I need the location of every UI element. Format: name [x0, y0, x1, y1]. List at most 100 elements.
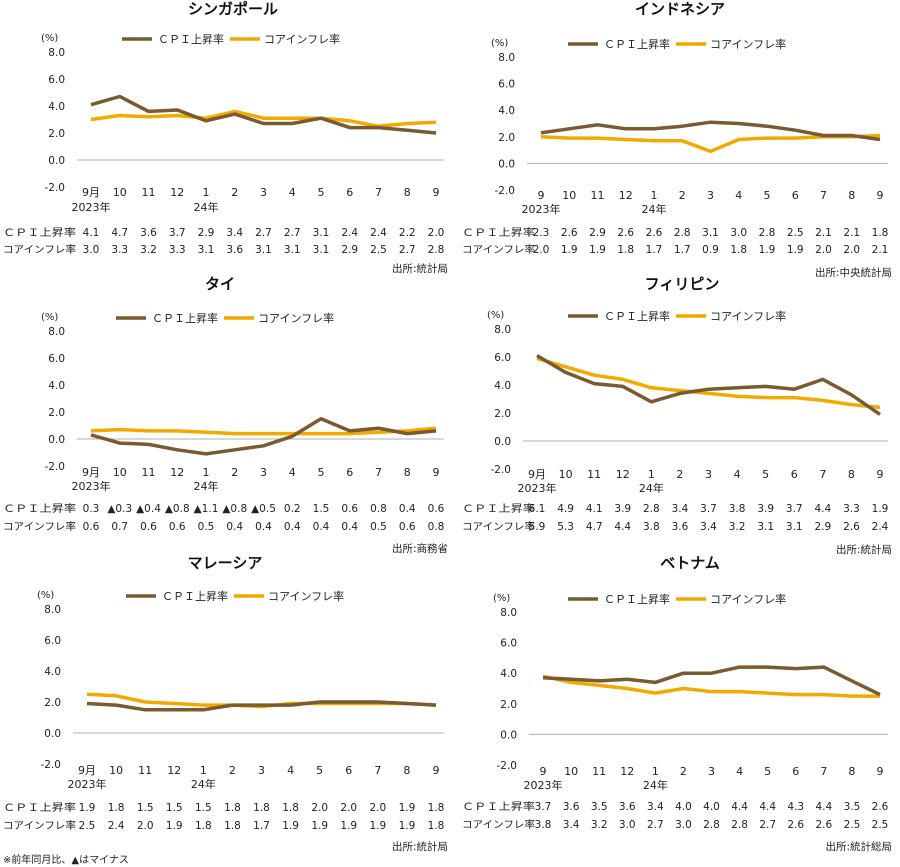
footnote: ※前年同月比、▲はマイナス: [3, 855, 129, 866]
x-tick-label: 3: [705, 468, 712, 481]
chart-title: フィリピン: [645, 275, 720, 293]
x-tick-label: 7: [374, 764, 381, 777]
data-label: 4.7: [586, 521, 603, 533]
data-label: 3.8: [643, 521, 660, 533]
data-label: 2.6: [617, 227, 634, 239]
data-label: ▲0.8: [222, 503, 247, 515]
data-label: 1.9: [340, 820, 357, 832]
x-tick-label: 2: [676, 468, 683, 481]
x-tick-label: 9: [877, 468, 884, 481]
x-tick-label: 7: [819, 468, 826, 481]
data-label: 1.9: [282, 820, 299, 832]
y-tick-label: -2.0: [495, 185, 516, 197]
data-label: 3.9: [757, 503, 774, 515]
y-tick-label: 4.0: [494, 380, 511, 392]
x-tick-label: 6: [791, 468, 798, 481]
x-tick-label: 7: [375, 466, 382, 479]
y-tick-label: 2.0: [48, 128, 65, 140]
data-label: 1.8: [872, 227, 889, 239]
data-label: ▲1.1: [194, 503, 219, 515]
data-label: 3.4: [563, 819, 580, 831]
data-label: 3.2: [591, 819, 608, 831]
data-label: 3.1: [786, 521, 803, 533]
y-tick-label: 2.0: [494, 408, 511, 420]
x-tick-label: 4: [289, 186, 296, 199]
x-tick-label: 9: [538, 189, 545, 202]
x-year-label: 2023年: [518, 481, 557, 495]
data-label: 3.1: [757, 521, 774, 533]
data-label: 3.0: [730, 227, 747, 239]
data-label: 0.6: [140, 521, 157, 533]
source-note: 出所:統計局: [392, 262, 448, 275]
data-label: 4.4: [815, 801, 832, 813]
data-label: 0.9: [702, 244, 719, 256]
x-tick-label: 2: [679, 189, 686, 202]
x-year-label: 24年: [643, 778, 668, 792]
data-label: 0.6: [83, 521, 100, 533]
x-tick-label: 3: [707, 189, 714, 202]
legend-label-core: コアインフレ率: [710, 309, 786, 323]
data-label: 3.3: [111, 244, 128, 256]
data-label: 1.8: [428, 820, 445, 832]
data-label: 0.4: [313, 521, 330, 533]
data-row-label-cpi: ＣＰＩ上昇率: [3, 502, 76, 515]
data-label: 0.6: [341, 503, 358, 515]
data-label: 3.5: [591, 801, 608, 813]
data-label: 2.8: [674, 227, 691, 239]
chart-title: インドネシア: [635, 0, 725, 18]
data-label: 2.1: [815, 227, 832, 239]
x-tick-label: 3: [260, 186, 267, 199]
x-tick-label: 4: [736, 765, 743, 778]
data-label: 0.4: [284, 521, 301, 533]
data-label: 2.0: [428, 227, 445, 239]
data-row-label-core: コアインフレ率: [3, 243, 76, 256]
data-label: 3.3: [843, 503, 860, 515]
data-row-label-cpi: ＣＰＩ上昇率: [3, 801, 76, 814]
y-tick-label: -2.0: [45, 461, 66, 473]
y-tick-label: 8.0: [48, 326, 65, 338]
x-tick-label: 4: [734, 468, 741, 481]
data-label: 1.5: [313, 503, 330, 515]
x-year-label: 2023年: [522, 202, 561, 216]
data-label: 4.1: [586, 503, 603, 515]
x-tick-label: 6: [346, 466, 353, 479]
data-label: 1.5: [137, 802, 154, 814]
series-line-cpi: [542, 665, 881, 697]
y-tick-label: 8.0: [48, 47, 65, 59]
x-tick-label: 8: [404, 466, 411, 479]
x-tick-label: 8: [848, 765, 855, 778]
data-row-label-cpi: ＣＰＩ上昇率: [462, 226, 535, 239]
data-label: 3.7: [169, 227, 186, 239]
legend-label-cpi: ＣＰＩ上昇率: [152, 311, 218, 325]
data-label: 2.0: [311, 802, 328, 814]
x-tick-label: 9月: [78, 764, 96, 777]
data-label: 2.0: [137, 820, 154, 832]
data-row-label-core: コアインフレ率: [462, 520, 535, 533]
x-tick-label: 12: [616, 468, 630, 481]
series-line-cpi: [86, 700, 437, 712]
series-line-core: [90, 426, 437, 436]
x-tick-label: 10: [564, 765, 578, 778]
x-tick-label: 5: [764, 189, 771, 202]
x-tick-label: 1: [652, 765, 659, 778]
data-label: 2.5: [787, 227, 804, 239]
data-label: 3.5: [844, 801, 861, 813]
y-tick-label: 0.0: [500, 729, 517, 741]
data-label: 2.4: [872, 521, 889, 533]
legend-label-cpi: ＣＰＩ上昇率: [158, 32, 224, 46]
data-label: 2.0: [815, 244, 832, 256]
data-label: 2.3: [533, 227, 550, 239]
x-tick-label: 1: [203, 186, 210, 199]
y-tick-label: 2.0: [498, 132, 515, 144]
data-label: 2.5: [79, 820, 96, 832]
x-tick-label: 9月: [528, 468, 546, 481]
data-label: 0.8: [370, 503, 387, 515]
data-label: 0.2: [284, 503, 301, 515]
x-year-label: 24年: [194, 200, 219, 214]
x-tick-label: 5: [762, 468, 769, 481]
data-label: 2.0: [533, 244, 550, 256]
chart-title: タイ: [205, 275, 235, 293]
